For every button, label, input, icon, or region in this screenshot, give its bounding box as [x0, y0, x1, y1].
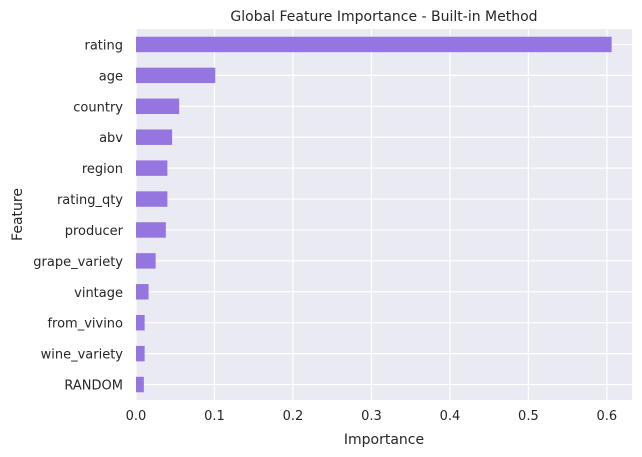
bar-rating_qty: [136, 191, 168, 207]
bars: [136, 36, 612, 393]
y-tick-label: from_vivino: [47, 317, 123, 332]
y-tick-label: region: [82, 162, 123, 177]
x-tick-label: 0.3: [361, 409, 382, 424]
bar-producer: [136, 222, 166, 238]
x-tick-labels: 0.0 0.1 0.2 0.3 0.4 0.5 0.6: [126, 409, 618, 424]
bar-abv: [136, 129, 173, 145]
y-tick-label: rating_qty: [57, 193, 123, 208]
x-tick-label: 0.5: [518, 409, 539, 424]
y-tick-label: RANDOM: [64, 379, 123, 394]
x-tick-label: 0.1: [204, 409, 225, 424]
y-tick-label: producer: [65, 224, 124, 239]
plot-area: [136, 29, 632, 400]
x-tick-label: 0.4: [440, 409, 461, 424]
y-tick-label: abv: [99, 131, 123, 146]
chart-title: Global Feature Importance - Built-in Met…: [230, 9, 537, 25]
x-tick-label: 0.0: [126, 409, 147, 424]
x-tick-label: 0.6: [597, 409, 618, 424]
x-tick-label: 0.2: [283, 409, 304, 424]
y-tick-label: grape_variety: [33, 255, 123, 270]
bar-from_vivino: [136, 314, 145, 331]
bar-age: [136, 67, 216, 84]
y-tick-label: vintage: [74, 286, 123, 301]
bar-grape_variety: [136, 253, 156, 269]
bar-RANDOM: [136, 376, 144, 393]
y-axis-label: Feature: [10, 188, 26, 241]
bar-region: [136, 160, 168, 176]
y-tick-labels: rating age country abv region rating_qtyprodu…: [33, 38, 123, 393]
y-tick-label: country: [73, 100, 123, 115]
y-tick-label: rating: [84, 38, 123, 53]
gridlines: [135, 29, 632, 400]
bar-wine_variety: [136, 345, 145, 362]
bar-rating: [136, 36, 612, 53]
bar-vintage: [136, 284, 149, 300]
y-tick-label: age: [99, 69, 123, 84]
x-axis-label: Importance: [344, 432, 424, 448]
bar-country: [136, 98, 180, 115]
y-tick-label: wine_variety: [41, 348, 124, 363]
